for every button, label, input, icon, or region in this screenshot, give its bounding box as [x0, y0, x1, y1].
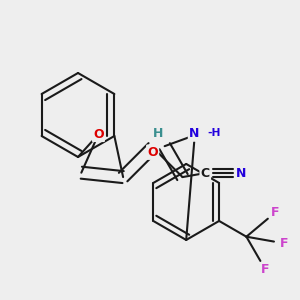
Text: C: C	[201, 167, 210, 180]
Text: F: F	[271, 206, 280, 219]
Text: O: O	[93, 128, 104, 141]
Text: O: O	[147, 146, 158, 159]
Text: N: N	[189, 128, 200, 140]
Text: F: F	[280, 237, 288, 250]
Text: -H: -H	[208, 128, 221, 138]
Text: F: F	[261, 263, 270, 276]
Text: N: N	[236, 167, 246, 180]
Text: H: H	[153, 127, 163, 140]
